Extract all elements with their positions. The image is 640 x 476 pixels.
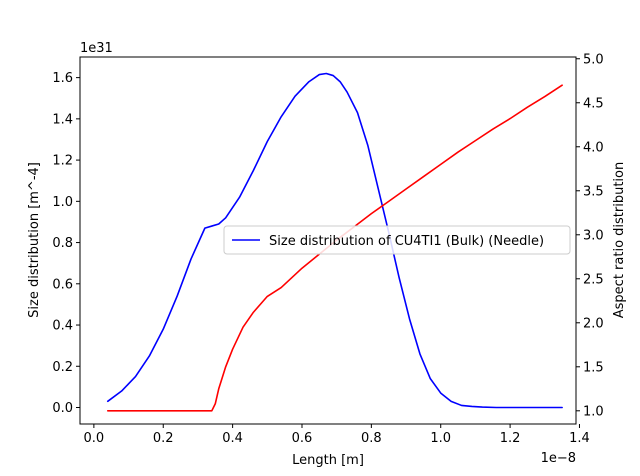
y-tick-label: 0.6 bbox=[52, 277, 73, 292]
y2-tick-label: 5.0 bbox=[583, 52, 604, 67]
y-tick-label: 0.2 bbox=[52, 360, 73, 375]
x-tick-label: 0.0 bbox=[84, 431, 105, 446]
y-tick-label: 1.0 bbox=[52, 195, 73, 210]
y-axis-label: Size distribution [m^-4] bbox=[27, 162, 42, 318]
size-distribution-line bbox=[106, 72, 563, 409]
y-tick-label: 1.2 bbox=[52, 154, 73, 169]
x-tick-label: 0.6 bbox=[292, 431, 313, 446]
x-tick-label: 1.4 bbox=[569, 431, 590, 446]
y2-axis-label: Aspect ratio distribution bbox=[612, 162, 627, 318]
x-tick-label: 0.2 bbox=[153, 431, 174, 446]
x-tick-label: 1.0 bbox=[430, 431, 451, 446]
legend-entry-label: Size distribution of CU4TI1 (Bulk) (Need… bbox=[269, 234, 544, 249]
x-offset-label: 1e−8 bbox=[541, 451, 576, 466]
y-tick-label: 1.6 bbox=[52, 71, 73, 86]
y2-tick-label: 1.0 bbox=[583, 404, 604, 419]
x-tick-label: 0.8 bbox=[361, 431, 382, 446]
x-tick-label: 1.2 bbox=[500, 431, 521, 446]
y2-tick-label: 2.0 bbox=[583, 316, 604, 331]
y2-tick-label: 4.5 bbox=[583, 96, 604, 111]
y2-tick-label: 3.5 bbox=[583, 184, 604, 199]
y-tick-label: 0.0 bbox=[52, 401, 73, 416]
y-tick-label: 0.8 bbox=[52, 236, 73, 251]
y-tick-label: 0.4 bbox=[52, 319, 73, 334]
y-offset-label: 1e31 bbox=[80, 41, 113, 56]
legend-box bbox=[223, 225, 571, 255]
x-axis-label: Length [m] bbox=[292, 453, 364, 468]
y2-tick-label: 4.0 bbox=[583, 140, 604, 155]
y2-tick-label: 1.5 bbox=[583, 360, 604, 375]
y-tick-label: 1.4 bbox=[52, 112, 73, 127]
legend: Size distribution of CU4TI1 (Bulk) (Need… bbox=[223, 225, 571, 255]
y2-tick-label: 2.5 bbox=[583, 272, 604, 287]
x-tick-label: 0.4 bbox=[222, 431, 243, 446]
y2-tick-label: 3.0 bbox=[583, 228, 604, 243]
